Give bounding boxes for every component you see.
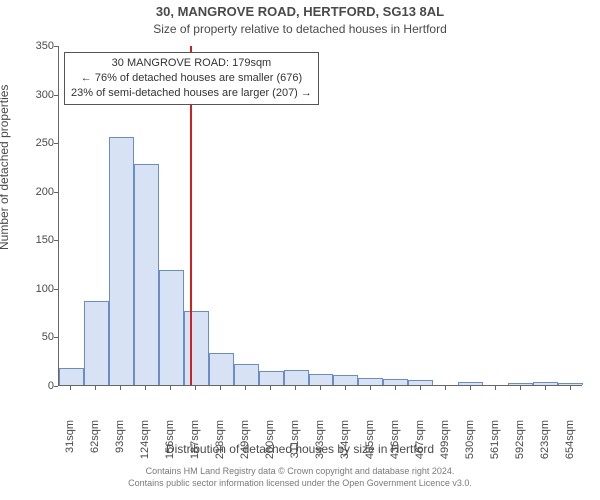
y-tick-mark	[54, 289, 58, 290]
bar	[234, 364, 259, 385]
y-tick-label: 300	[14, 89, 54, 101]
bar	[383, 379, 408, 385]
bar	[358, 378, 383, 385]
x-tick-mark	[320, 386, 321, 390]
y-tick-mark	[54, 95, 58, 96]
bar	[533, 382, 558, 385]
y-tick-label: 150	[14, 234, 54, 246]
y-tick-mark	[54, 46, 58, 47]
x-tick-mark	[470, 386, 471, 390]
bar	[284, 370, 309, 385]
y-tick-label: 50	[14, 331, 54, 343]
y-tick-mark	[54, 337, 58, 338]
x-tick-mark	[545, 386, 546, 390]
x-tick-mark	[220, 386, 221, 390]
x-tick-mark	[445, 386, 446, 390]
bar	[508, 383, 533, 385]
x-tick-mark	[570, 386, 571, 390]
x-tick-mark	[120, 386, 121, 390]
x-tick-mark	[295, 386, 296, 390]
x-tick-mark	[520, 386, 521, 390]
y-tick-label: 350	[14, 40, 54, 52]
x-tick-mark	[95, 386, 96, 390]
x-tick-mark	[345, 386, 346, 390]
bar	[259, 371, 284, 385]
x-tick-mark	[395, 386, 396, 390]
bar	[408, 380, 433, 385]
info-box: 30 MANGROVE ROAD: 179sqm ← 76% of detach…	[64, 52, 319, 105]
attribution-line-1: Contains HM Land Registry data © Crown c…	[146, 466, 455, 476]
bar	[309, 374, 334, 385]
bar	[333, 375, 358, 385]
y-tick-label: 250	[14, 137, 54, 149]
x-tick-mark	[270, 386, 271, 390]
bar	[184, 311, 209, 385]
x-axis-label: Distribution of detached houses by size …	[0, 442, 600, 456]
bar	[84, 301, 109, 386]
bar	[134, 164, 159, 385]
info-line-3: 23% of semi-detached houses are larger (…	[71, 86, 312, 101]
x-tick-mark	[145, 386, 146, 390]
x-tick-mark	[245, 386, 246, 390]
bar	[558, 383, 583, 385]
x-tick-mark	[70, 386, 71, 390]
y-axis-label: Number of detached properties	[0, 85, 11, 250]
x-tick-mark	[495, 386, 496, 390]
y-tick-label: 200	[14, 186, 54, 198]
y-tick-label: 0	[14, 380, 54, 392]
y-tick-mark	[54, 143, 58, 144]
y-tick-mark	[54, 240, 58, 241]
bar	[458, 382, 483, 385]
chart-title: 30, MANGROVE ROAD, HERTFORD, SG13 8AL	[0, 4, 600, 19]
bar	[209, 353, 234, 385]
y-tick-label: 100	[14, 283, 54, 295]
info-line-2: ← 76% of detached houses are smaller (67…	[71, 71, 312, 86]
x-tick-mark	[170, 386, 171, 390]
x-tick-mark	[420, 386, 421, 390]
y-tick-mark	[54, 192, 58, 193]
bar	[109, 137, 134, 385]
x-tick-mark	[195, 386, 196, 390]
info-line-1: 30 MANGROVE ROAD: 179sqm	[71, 56, 312, 71]
bar	[59, 368, 84, 385]
chart-container: 30, MANGROVE ROAD, HERTFORD, SG13 8AL Si…	[0, 0, 600, 500]
x-tick-mark	[370, 386, 371, 390]
attribution-text: Contains HM Land Registry data © Crown c…	[0, 466, 600, 489]
attribution-line-2: Contains public sector information licen…	[128, 478, 472, 488]
y-tick-mark	[54, 386, 58, 387]
bar	[159, 270, 184, 385]
chart-subtitle: Size of property relative to detached ho…	[0, 22, 600, 36]
